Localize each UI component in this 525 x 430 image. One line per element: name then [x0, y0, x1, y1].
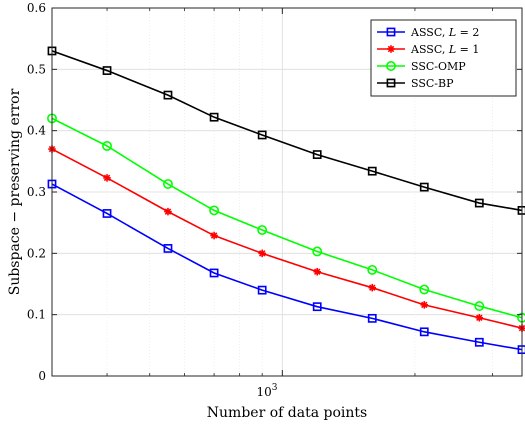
- series-ssc-bp: [47, 46, 525, 215]
- data-point-ssc-omp: [163, 179, 173, 189]
- data-point-ssc-bp: [257, 130, 267, 140]
- data-point-ssc-bp: [419, 182, 429, 192]
- y-tick-label: 0: [38, 369, 46, 383]
- data-point-assc-l-1: [368, 283, 377, 292]
- data-point-ssc-omp: [419, 284, 430, 295]
- x-tick-label-1000: 103: [256, 383, 277, 399]
- series-line-ssc-bp: [51, 50, 523, 212]
- y-tick-label: 0.3: [27, 185, 46, 199]
- data-point-ssc-omp: [367, 264, 378, 275]
- data-point-assc-l-1: [420, 301, 429, 309]
- legend-marker: [386, 27, 396, 37]
- data-point-assc-l-2: [209, 268, 219, 278]
- legend-label: SSC-OMP: [411, 60, 466, 73]
- legend-item-ssc-omp: SSC-OMP: [377, 60, 466, 73]
- data-point-ssc-bp: [209, 112, 219, 122]
- data-point-ssc-omp: [474, 301, 485, 312]
- data-point-ssc-bp: [474, 198, 484, 208]
- data-point-assc-l-2: [163, 244, 173, 253]
- legend-item-assc-l-2: ASSC, L = 2: [377, 26, 479, 39]
- star-stroke: [387, 45, 395, 53]
- data-point-assc-l-2: [474, 337, 484, 347]
- legend-marker: [386, 61, 396, 71]
- x-tick-labels: 103: [256, 383, 277, 399]
- x-axis-label: Number of data points: [207, 405, 367, 421]
- legend: ASSC, L = 2 ASSC, L = 1 SSC-OMP SSC-BP: [370, 19, 517, 97]
- y-tick-label: 0.6: [27, 1, 46, 15]
- star-stroke: [164, 208, 172, 215]
- star-stroke: [210, 232, 218, 239]
- y-tick-label: 0.1: [27, 308, 46, 322]
- data-point-ssc-bp: [367, 166, 377, 176]
- y-axis-label: Subspace − preserving error: [7, 88, 23, 295]
- star-stroke: [369, 284, 376, 291]
- series-assc-l-1: [48, 145, 525, 332]
- star-stroke: [313, 268, 321, 275]
- y-tick-label: 0.2: [27, 246, 46, 260]
- data-point-assc-l-1: [164, 207, 172, 216]
- data-point-assc-l-2: [367, 313, 377, 323]
- star-stroke: [421, 301, 428, 309]
- y-tick-labels: 0 0.1 0.2 0.3 0.4 0.5 0.6: [27, 1, 46, 383]
- series-layer: [47, 46, 525, 355]
- series-line-assc-l-2: [51, 183, 523, 351]
- legend-marker: [387, 45, 395, 53]
- data-point-ssc-omp: [257, 225, 268, 235]
- data-point-ssc-bp: [312, 150, 322, 159]
- data-point-assc-l-1: [313, 267, 321, 276]
- data-point-ssc-bp: [102, 66, 112, 75]
- data-point-ssc-omp: [102, 141, 112, 151]
- legend-label: SSC-BP: [411, 77, 454, 90]
- y-tick-label: 0.5: [27, 62, 46, 76]
- data-point-assc-l-1: [258, 249, 266, 258]
- legend-item-assc-l-1: ASSC, L = 1: [377, 43, 479, 56]
- data-point-ssc-bp: [163, 90, 173, 100]
- grid-minor: [106, 8, 493, 376]
- legend-marker: [386, 78, 396, 88]
- data-point-ssc-omp: [312, 246, 323, 257]
- data-point-assc-l-2: [102, 209, 112, 218]
- series-line-assc-l-1: [51, 148, 523, 329]
- data-point-assc-l-2: [419, 327, 429, 337]
- star-stroke: [476, 314, 483, 321]
- star-stroke: [258, 250, 266, 257]
- star-stroke: [103, 174, 111, 182]
- data-point-assc-l-1: [103, 174, 111, 182]
- data-point-assc-l-2: [257, 285, 267, 295]
- y-tick-label: 0.4: [27, 124, 46, 138]
- data-point-ssc-omp: [209, 205, 220, 216]
- grid-major: [52, 8, 522, 376]
- legend-label: ASSC, L = 2: [410, 26, 479, 39]
- ticks-layer: [52, 7, 522, 377]
- legend-item-ssc-bp: SSC-BP: [377, 77, 454, 90]
- data-point-assc-l-2: [312, 302, 322, 312]
- series-line-ssc-omp: [51, 117, 523, 319]
- legend-label: ASSC, L = 1: [410, 43, 479, 56]
- data-point-assc-l-1: [475, 313, 484, 322]
- data-point-assc-l-1: [210, 231, 218, 240]
